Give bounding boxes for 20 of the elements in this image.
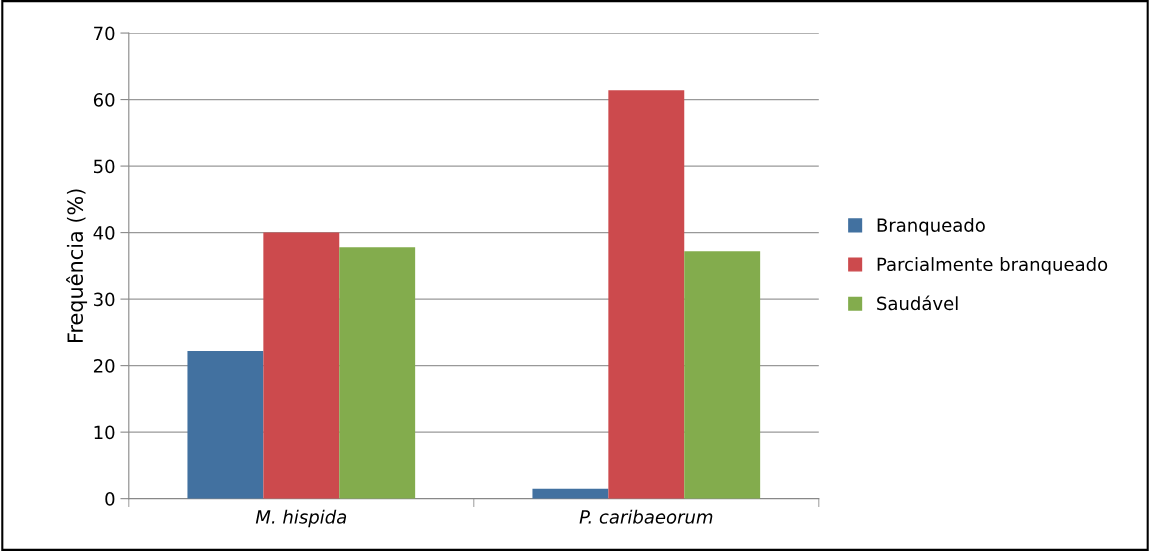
bar: [532, 488, 609, 499]
y-tick-label: 0: [105, 492, 115, 506]
y-tick-label: 30: [94, 292, 115, 307]
bar: [263, 232, 340, 499]
y-tick-label: 20: [93, 359, 115, 373]
y-axis-title: Frequência (%): [66, 189, 88, 343]
y-tick-label: 10: [94, 425, 115, 440]
bar: [187, 350, 264, 499]
legend-label: Branqueado: [877, 217, 985, 236]
x-tick-label: P. caribaeorum: [579, 509, 713, 524]
y-tick-label: 70: [94, 26, 115, 41]
legend-label: Parcialmente branqueado: [877, 257, 1108, 275]
bar: [684, 251, 761, 499]
y-tick-label: 50: [94, 159, 115, 174]
legend-label: Saudável: [877, 295, 958, 311]
bar: [608, 90, 685, 499]
y-tick-label: 40: [93, 226, 115, 240]
bar: [339, 247, 416, 499]
x-tick-label: M. hispida: [255, 509, 347, 528]
y-tick-label: 60: [93, 93, 115, 107]
